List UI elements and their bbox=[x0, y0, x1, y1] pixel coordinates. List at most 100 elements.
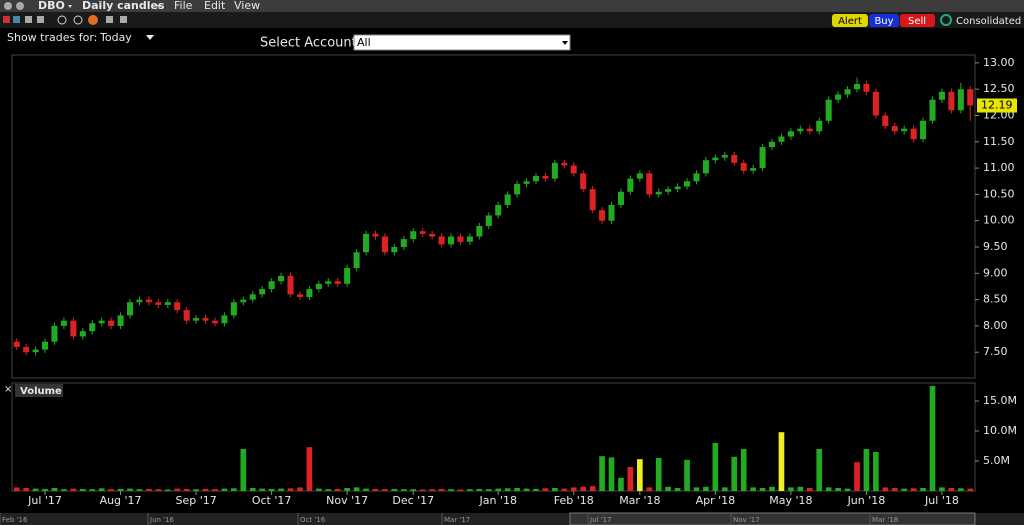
volume-panel bbox=[11, 382, 976, 492]
x-tick-label: Oct '17 bbox=[252, 494, 292, 507]
volume-bar bbox=[51, 488, 58, 491]
volume-bar bbox=[778, 432, 785, 491]
candle-body bbox=[117, 315, 124, 326]
candle-body bbox=[42, 341, 49, 350]
tool-icon[interactable] bbox=[13, 16, 20, 23]
sell-label: Sell bbox=[908, 16, 926, 27]
candle-body bbox=[306, 289, 313, 297]
volume-bar bbox=[816, 449, 823, 491]
candle-body bbox=[315, 283, 322, 290]
nav-icon[interactable] bbox=[16, 2, 24, 10]
y-tick-label: 12.50 bbox=[983, 82, 1015, 95]
candle-body bbox=[13, 341, 20, 347]
volume-bar bbox=[769, 486, 775, 491]
candle-body bbox=[608, 204, 615, 221]
close-icon[interactable]: × bbox=[4, 384, 12, 395]
navigator-label: Mar '17 bbox=[444, 516, 470, 524]
tool-icon[interactable] bbox=[106, 16, 113, 23]
volume-bar bbox=[844, 488, 851, 491]
volume-bar bbox=[363, 488, 369, 491]
volume-bar bbox=[967, 488, 974, 491]
candle-body bbox=[504, 194, 511, 205]
menu-view[interactable]: View bbox=[234, 0, 260, 12]
y-tick-label: 8.50 bbox=[983, 293, 1008, 306]
volume-bar bbox=[759, 488, 766, 491]
candle-body bbox=[740, 162, 747, 171]
nav-icon[interactable] bbox=[4, 2, 12, 10]
candle-body bbox=[797, 128, 804, 132]
alert-button[interactable] bbox=[832, 14, 868, 27]
navigator-label: Jul '17 bbox=[589, 516, 612, 524]
tool-icon[interactable] bbox=[57, 15, 67, 25]
x-tick-label: Jul '17 bbox=[27, 494, 62, 507]
tool-icon[interactable] bbox=[88, 15, 98, 25]
tool-icon[interactable] bbox=[3, 16, 10, 23]
navigator-label: Oct '16 bbox=[300, 516, 326, 524]
candle-body bbox=[466, 236, 473, 242]
volume-bar bbox=[353, 487, 360, 491]
candle-body bbox=[457, 236, 464, 242]
volume-bar bbox=[13, 487, 20, 491]
volume-bar bbox=[334, 488, 341, 491]
dropdown-arrow[interactable] bbox=[157, 5, 161, 8]
tool-icon[interactable] bbox=[120, 16, 127, 23]
volume-bar bbox=[854, 462, 860, 491]
volume-bar bbox=[788, 487, 794, 491]
candle-body bbox=[646, 173, 653, 195]
candle-body bbox=[599, 210, 606, 221]
tool-icon[interactable] bbox=[25, 16, 32, 23]
show-trades-value[interactable]: Today bbox=[99, 31, 132, 44]
navigator-window[interactable] bbox=[569, 512, 976, 525]
candle-body bbox=[589, 189, 596, 211]
x-tick-label: Jan '18 bbox=[478, 494, 516, 507]
candle-body bbox=[296, 294, 303, 297]
volume-bar bbox=[514, 488, 520, 491]
volume-bar bbox=[457, 489, 464, 491]
candle-body bbox=[712, 157, 719, 161]
candle-body bbox=[429, 233, 436, 237]
candle-body bbox=[23, 346, 30, 353]
candle-body bbox=[155, 302, 162, 305]
volume-bar bbox=[627, 467, 634, 491]
candle-body bbox=[400, 239, 407, 248]
dropdown-arrow[interactable] bbox=[146, 35, 154, 40]
feed-label: Consolidated bbox=[956, 16, 1021, 27]
candle-body bbox=[79, 331, 86, 337]
show-trades-label: Show trades for: bbox=[7, 31, 97, 44]
candle-body bbox=[759, 147, 766, 169]
menu-edit[interactable]: Edit bbox=[204, 0, 226, 12]
tool-icon[interactable] bbox=[37, 16, 44, 23]
volume-bar bbox=[618, 477, 624, 491]
candle-body bbox=[901, 128, 908, 132]
sell-button[interactable] bbox=[900, 14, 935, 27]
candle-body bbox=[126, 302, 134, 316]
tool-icon[interactable] bbox=[73, 15, 83, 25]
candle-body bbox=[145, 299, 152, 303]
price-panel bbox=[11, 54, 976, 379]
volume-bar bbox=[42, 488, 48, 491]
account-select[interactable] bbox=[353, 34, 571, 51]
candle-body bbox=[438, 236, 445, 245]
candle-body bbox=[174, 302, 181, 311]
candle-body bbox=[570, 165, 577, 174]
volume-bar bbox=[419, 489, 426, 491]
account-value: All bbox=[357, 36, 371, 49]
candle-body bbox=[551, 162, 558, 179]
candle-body bbox=[344, 268, 351, 284]
chart-kind[interactable]: Daily candles bbox=[82, 0, 165, 12]
feed-icon[interactable] bbox=[940, 14, 952, 26]
candle-body bbox=[353, 252, 360, 269]
volume-bar bbox=[939, 487, 945, 491]
candle-body bbox=[580, 173, 587, 190]
volume-bar bbox=[136, 489, 143, 491]
volume-bar bbox=[249, 488, 256, 491]
menu-file[interactable]: File bbox=[174, 0, 193, 12]
navigator-label: Feb '16 bbox=[2, 516, 28, 524]
dropdown-arrow[interactable] bbox=[562, 41, 568, 45]
dropdown-arrow[interactable] bbox=[68, 5, 72, 8]
alert-label: Alert bbox=[838, 16, 862, 27]
volume-bar bbox=[325, 489, 332, 491]
buy-button[interactable] bbox=[869, 14, 899, 27]
symbol[interactable]: DBO bbox=[38, 0, 65, 12]
